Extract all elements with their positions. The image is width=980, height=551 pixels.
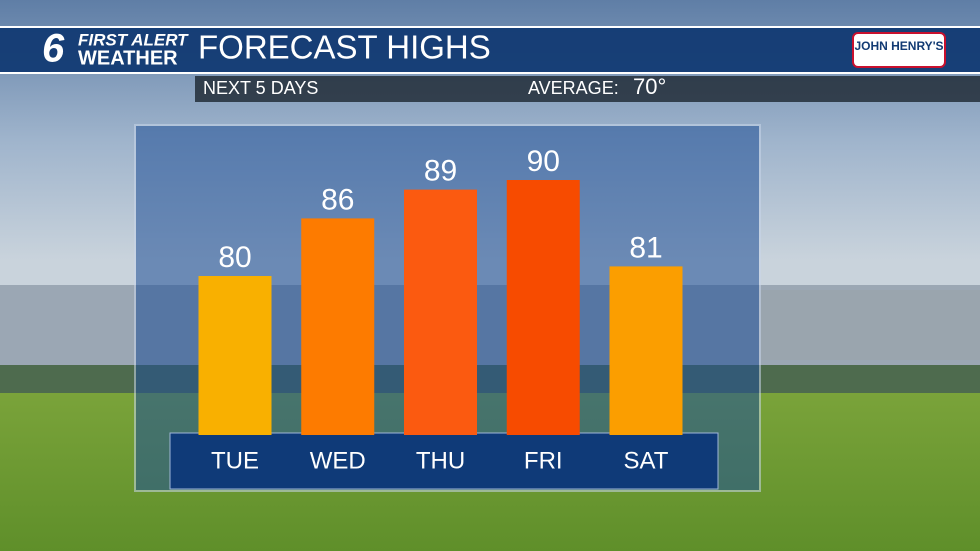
category-label: FRI xyxy=(524,447,563,474)
brand-line2: WEATHER xyxy=(78,47,178,69)
average-label: AVERAGE: xyxy=(528,78,619,98)
value-label: 86 xyxy=(321,183,354,216)
bar xyxy=(506,180,580,435)
chart-title: FORECAST HIGHS xyxy=(198,29,491,66)
category-label: SAT xyxy=(624,447,669,474)
subtitle: NEXT 5 DAYS xyxy=(203,78,318,98)
category-label: WED xyxy=(310,447,366,474)
bar xyxy=(198,276,272,435)
sponsor-name: JOHN HENRY'S xyxy=(854,39,943,53)
building xyxy=(760,290,980,360)
value-label: 90 xyxy=(527,145,560,178)
brand-line1: FIRST ALERT xyxy=(78,30,189,49)
category-label: TUE xyxy=(211,447,259,474)
bar xyxy=(404,189,477,435)
category-label: THU xyxy=(416,447,465,474)
value-label: 89 xyxy=(424,155,457,188)
average-value: 70° xyxy=(633,74,666,99)
channel-logo: 6 xyxy=(42,27,65,71)
bar xyxy=(609,266,683,435)
category-bar xyxy=(169,432,719,490)
header-bar xyxy=(0,27,980,73)
sponsor-logo xyxy=(852,32,946,68)
value-label: 81 xyxy=(629,231,662,264)
bar xyxy=(301,218,375,435)
subtitle-bar xyxy=(195,76,980,102)
value-label: 80 xyxy=(218,241,251,274)
